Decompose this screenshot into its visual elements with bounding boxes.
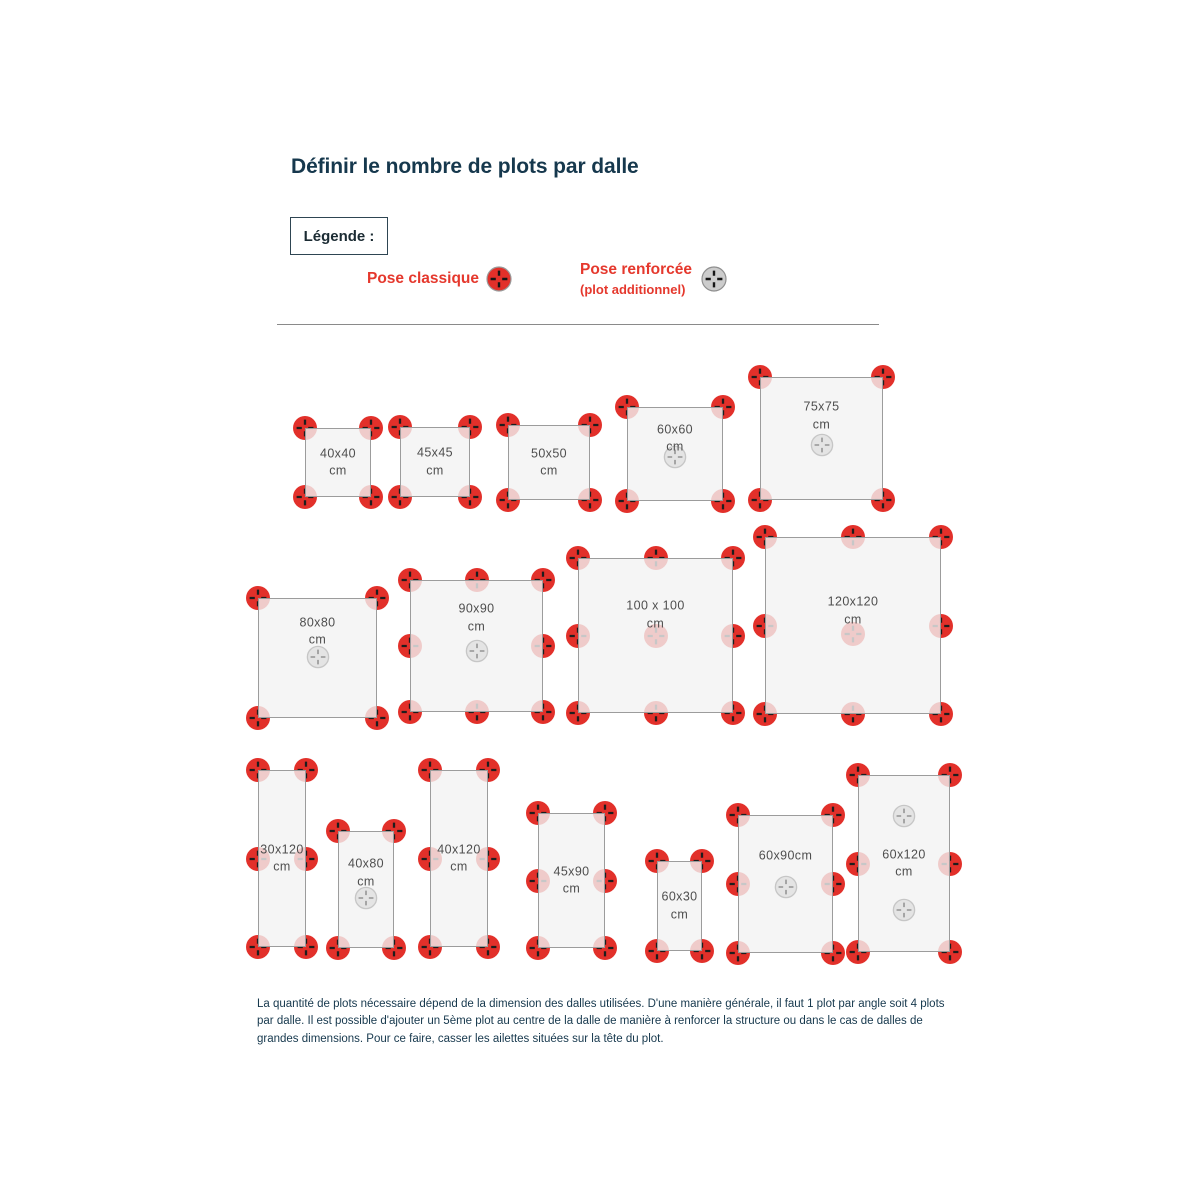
classic-plot-icon (486, 266, 512, 292)
additional-plot-icon (892, 898, 916, 921)
tile-size-label: 40x80 cm (347, 856, 385, 889)
tile-surface (430, 770, 488, 947)
legend-box: Légende : (290, 217, 388, 255)
legend-reinforced-text: Pose renforcée (plot additionnel) (580, 261, 692, 297)
tile-surface (578, 558, 733, 713)
tile-size-label: 60x60 cm (656, 422, 694, 454)
tile-90x90: 90x90 cm (398, 568, 555, 724)
tile-surface (258, 770, 306, 947)
tile-size-label: 60x30 cm (661, 889, 698, 922)
tile-40x40: 40x40 cm (293, 416, 383, 509)
tile-size-label: 40x120 cm (437, 842, 481, 874)
legend-reinforced-label: Pose renforcée (580, 261, 692, 278)
tile-50x50: 50x50 cm (496, 413, 602, 512)
legend-item-reinforced: Pose renforcée (plot additionnel) (580, 261, 727, 297)
tile-40x120: 40x120 cm (418, 758, 500, 959)
additional-plot-icon (306, 645, 329, 669)
footer-note: La quantité de plots nécessaire dépend d… (257, 998, 945, 1045)
tile-surface (765, 537, 941, 714)
tile-40x80: 40x80 cm (326, 819, 406, 960)
additional-plot-icon (663, 445, 687, 469)
additional-plot-icon (465, 639, 488, 663)
legend-box-label: Légende : (303, 227, 375, 245)
additional-plot-icon (774, 875, 797, 899)
tile-size-label: 90x90 cm (458, 601, 495, 634)
tile-120x120: 120x120 cm (753, 525, 953, 726)
tile-45x45: 45x45 cm (388, 415, 482, 509)
additional-plot-icon (892, 804, 916, 827)
tile-80x80: 80x80 cm (246, 586, 389, 730)
tile-60x90: 60x90cm (726, 803, 845, 965)
tile-size-label: 80x80 cm (299, 615, 336, 647)
tile-surface (538, 813, 605, 948)
tile-size-label: 120x120 cm (827, 594, 879, 627)
tile-size-label: 60x90cm (758, 848, 813, 863)
additional-plot-icon (354, 886, 378, 909)
legend-classic-label: Pose classique (367, 270, 480, 287)
tile-size-label: 60x120 cm (882, 847, 926, 879)
tile-size-label: 45x90 cm (553, 864, 590, 896)
tile-size-label: 40x40 cm (319, 446, 357, 478)
tile-size-label: 50x50 cm (530, 446, 568, 478)
legend-item-classic: Pose classique (367, 266, 512, 292)
tile-100x100: 100 x 100 cm (566, 546, 745, 725)
tile-size-label: 100 x 100 cm (626, 598, 685, 631)
legend-reinforced-sublabel: (plot additionnel) (580, 282, 686, 297)
tile-surface (738, 815, 833, 953)
additional-plot-icon (810, 433, 833, 456)
tile-60x30: 60x30 cm (645, 849, 714, 963)
tile-45x90: 45x90 cm (526, 801, 617, 960)
tile-size-label: 75x75 cm (803, 399, 840, 432)
tile-surface (508, 425, 590, 500)
tile-size-label: 45x45 cm (416, 445, 454, 478)
tile-surface (400, 427, 470, 497)
tile-75x75: 75x75 cm (748, 365, 895, 512)
additional-plot-icon (701, 266, 727, 292)
tile-surface (657, 861, 702, 951)
divider (277, 324, 879, 325)
tile-60x120: 60x120 cm (846, 763, 962, 964)
tile-surface (305, 428, 371, 497)
tile-30x120: 30x120 cm (246, 758, 318, 959)
page-title: Définir le nombre de plots par dalle (291, 155, 639, 178)
tile-size-label: 30x120 cm (260, 842, 304, 874)
tile-60x60: 60x60 cm (615, 395, 735, 513)
